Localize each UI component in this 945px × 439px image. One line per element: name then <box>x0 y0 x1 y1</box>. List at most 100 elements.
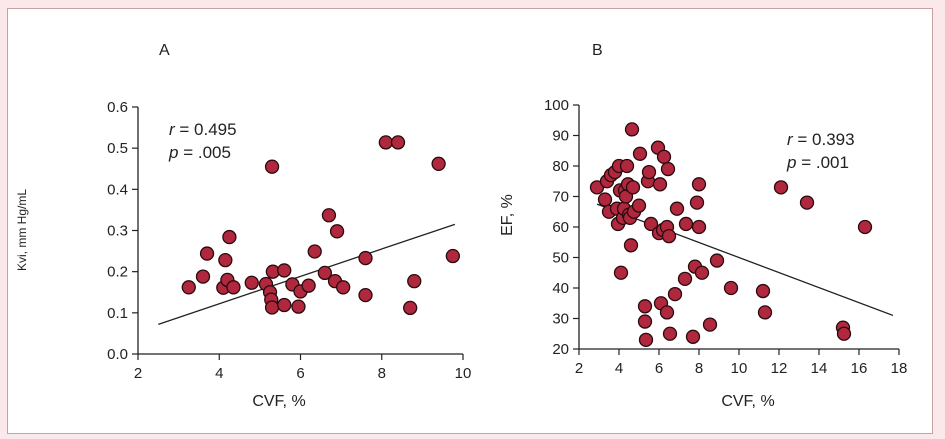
panel-a-data-point <box>244 275 259 290</box>
panel-b-y-tick-label: 40 <box>552 280 569 297</box>
panel-b-y-tick-label: 80 <box>552 158 569 175</box>
panel-a-data-point <box>264 300 280 315</box>
panel-b-p-annotation: p = .001 <box>786 153 849 172</box>
panel-a-data-point <box>218 252 233 268</box>
panel-b-data-point <box>702 317 718 332</box>
panel-b-y-tick-label: 60 <box>552 219 569 236</box>
panel-a-r-annotation: r = 0.495 <box>169 120 237 139</box>
panel-b-data-point <box>691 177 707 192</box>
panel-b-x-axis-label: CVF, % <box>721 393 774 410</box>
panel-a-data-point <box>358 250 373 266</box>
panel-a-y-tick-label: 0.4 <box>107 181 128 198</box>
panel-b-data-point <box>625 180 641 195</box>
panel-b-data-point <box>757 305 773 320</box>
panel-b-data-point <box>773 180 789 195</box>
panel-a-data-point <box>431 156 446 171</box>
panel-a-data-point <box>181 280 196 295</box>
panel-a-x-tick-label: 8 <box>378 365 386 382</box>
panel-a-data-point <box>329 224 345 239</box>
panel-b-x-tick-label: 2 <box>575 360 583 377</box>
panel-a-data-point <box>378 135 393 150</box>
panel-b-x-tick-label: 18 <box>891 360 908 377</box>
panel-b-data-point <box>631 198 647 213</box>
panel-a-x-axis-label: CVF, % <box>252 393 305 410</box>
panel-b-data-point <box>597 192 613 207</box>
panel-a-data-point <box>336 280 351 295</box>
panel-a-y-tick-label: 0.0 <box>107 346 128 363</box>
panel-b-data-point <box>755 283 771 299</box>
panel-a-p-annotation: p = .005 <box>168 143 231 162</box>
panel-b-data-point <box>619 158 635 174</box>
panel-b-trend-line <box>596 203 894 317</box>
panel-b-x-tick-label: 8 <box>695 360 703 377</box>
panel-b-data-point <box>637 314 653 329</box>
panel-a-y-tick-label: 0.3 <box>107 223 128 240</box>
panel-a-data-point <box>277 297 292 313</box>
panel-a-data-point <box>226 280 241 295</box>
figure-panel: 0.0 0.1 0.2 0.3 0.4 0.5 0.6 2 4 6 8 10 CVF, % Kvi, mm… <box>7 8 933 434</box>
panel-a-trend-line <box>158 223 456 325</box>
panel-a-data-point <box>195 269 211 284</box>
panel-b-x-tick-label: 10 <box>731 360 748 377</box>
panel-a-y-tick-label: 0.6 <box>107 99 128 116</box>
panel-a-data-point <box>407 273 422 289</box>
panel-b-data-point <box>660 161 676 177</box>
panel-a-data-point <box>403 300 418 316</box>
panel-b-x-tick-label: 4 <box>615 360 623 377</box>
panel-b-y-tick-label: 70 <box>552 189 569 206</box>
panel-a-data-point <box>301 278 316 293</box>
panel-b-x-tick-label: 12 <box>771 360 788 377</box>
panel-a-data-point <box>277 263 292 278</box>
panel-b-data-point <box>656 149 672 165</box>
panel-b-data-point <box>677 271 693 287</box>
panel-b-data-point <box>661 228 677 244</box>
panel-b-x-tick-label: 14 <box>811 360 828 377</box>
panel-b-data-point <box>709 253 725 268</box>
panel-b-data-point <box>667 286 683 302</box>
panel-b-data-point <box>662 326 678 341</box>
panel-a-x-tick-label: 2 <box>134 365 142 382</box>
panel-b-data-point <box>637 299 653 314</box>
panel-b-data-point <box>799 195 815 210</box>
panel-b-x-tick-label: 6 <box>655 360 663 377</box>
panel-b-data-point <box>641 164 657 180</box>
panel-b-data-point <box>857 219 873 235</box>
panel-b-data-point <box>632 146 648 161</box>
panel-a-data-point <box>264 159 280 174</box>
panel-b-y-tick-label: 100 <box>544 97 569 114</box>
panel-a-letter: A <box>159 42 170 59</box>
panel-a-data-point <box>307 244 322 259</box>
panel-b-data-point <box>623 238 639 253</box>
panel-b-data-point <box>694 265 710 280</box>
panel-b-r-annotation: r = 0.393 <box>787 130 855 149</box>
panel-a-x-tick-label: 6 <box>296 365 304 382</box>
scatter-charts: 0.0 0.1 0.2 0.3 0.4 0.5 0.6 2 4 6 8 10 CVF, % Kvi, mm… <box>15 42 908 410</box>
panel-b-y-tick-label: 20 <box>552 341 569 358</box>
panel-b-data-point <box>836 326 852 341</box>
panel-a-y-tick-label: 0.5 <box>107 140 128 157</box>
panel-b-letter: B <box>592 42 603 59</box>
panel-a-y-tick-label: 0.2 <box>107 264 128 281</box>
panel-b-data-point <box>643 216 659 232</box>
panel-b-data-point <box>723 280 739 296</box>
panel-a-data-point <box>445 248 460 264</box>
panel-a-data-point <box>291 299 306 314</box>
panel-b-data-point <box>678 216 694 232</box>
panel-b-data-point <box>659 305 675 320</box>
panel-b-data-point <box>624 122 640 137</box>
panel-a-data-point <box>317 265 333 281</box>
panel-b-data-point <box>689 195 705 210</box>
panel-b-y-tick-label: 50 <box>552 250 569 267</box>
panel-b-y-axis-label: EF, % <box>499 194 516 236</box>
panel-a-data-point <box>321 208 337 223</box>
panel-a-data-point <box>358 287 373 303</box>
panel-a-data-point <box>390 135 406 150</box>
panel-a-y-axis-label: Kvi, mm Hg/mL <box>15 189 29 271</box>
panel-a-y-tick-label: 0.1 <box>107 305 128 322</box>
panel-b-x-tick-label: 16 <box>851 360 868 377</box>
panel-b-y-tick-label: 30 <box>552 311 569 328</box>
panel-a-x-tick-label: 10 <box>455 365 472 382</box>
panel-b-data-point <box>669 201 685 216</box>
panel-b-data-point <box>638 332 654 348</box>
panel-b-y-tick-label: 90 <box>552 128 569 145</box>
